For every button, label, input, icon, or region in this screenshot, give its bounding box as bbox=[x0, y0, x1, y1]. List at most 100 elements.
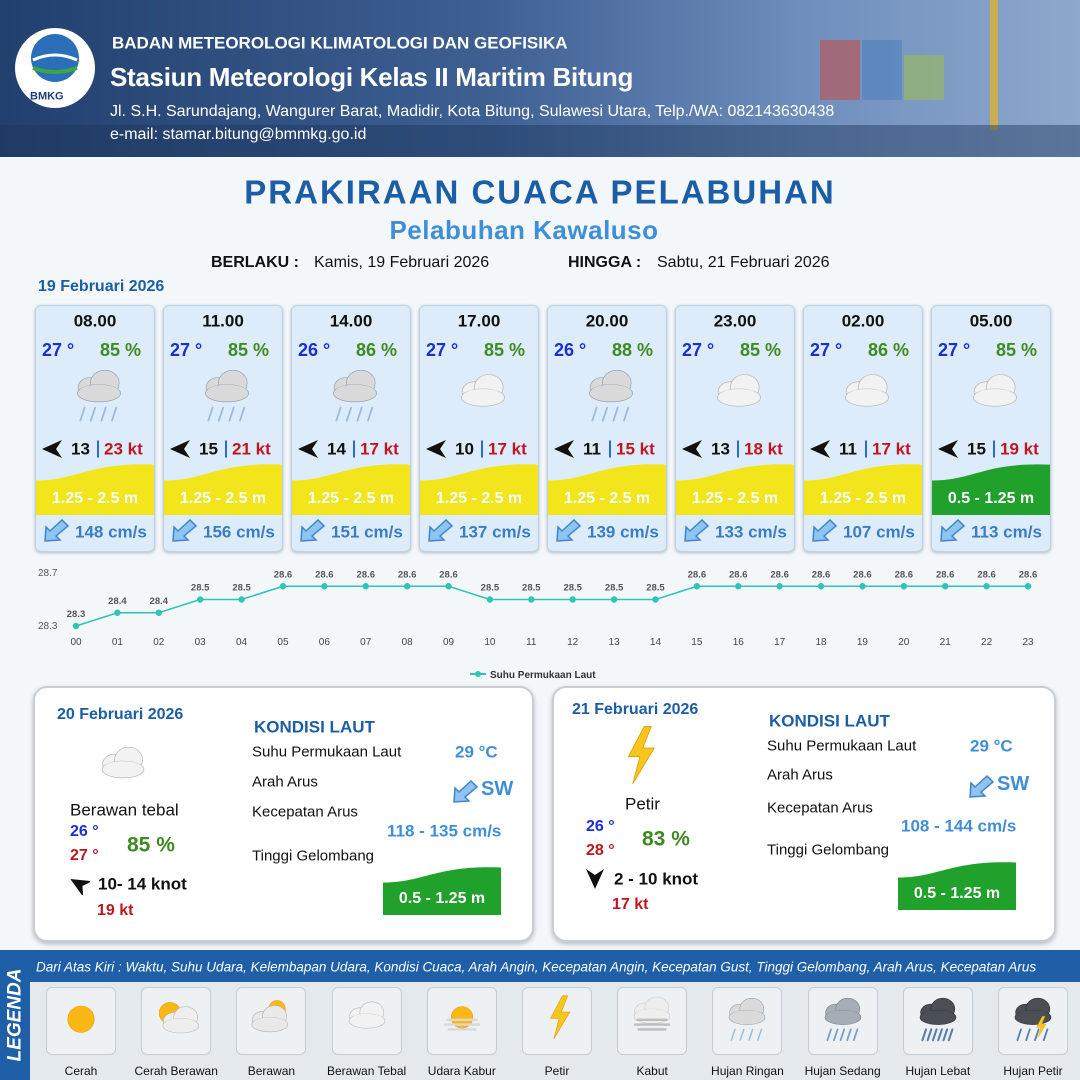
legend-item: Hujan Petir bbox=[1003, 1064, 1063, 1078]
legend-title: LEGENDA bbox=[4, 968, 26, 1062]
shape bbox=[32, 53, 78, 62]
air-temperature: 26 ° bbox=[554, 340, 587, 360]
x-tick-label: 10 bbox=[484, 637, 496, 648]
data-label: 28.4 bbox=[150, 596, 169, 607]
wind-speed: 15 bbox=[199, 439, 218, 459]
shape bbox=[461, 374, 505, 407]
legend-icon bbox=[1003, 991, 1063, 1050]
header-decoration bbox=[0, 0, 1080, 157]
shape bbox=[164, 464, 282, 515]
shape bbox=[589, 369, 633, 403]
shape bbox=[729, 997, 766, 1025]
data-point bbox=[859, 583, 866, 590]
wave-height: 1.25 - 2.5 m bbox=[435, 490, 523, 507]
data-point bbox=[362, 583, 369, 590]
shape bbox=[846, 388, 888, 404]
current-speed: 118 - 135 cm/s bbox=[387, 821, 502, 841]
shape bbox=[804, 464, 922, 515]
shape bbox=[635, 1009, 669, 1021]
shape bbox=[159, 1002, 200, 1034]
shape bbox=[590, 384, 632, 400]
gust-speed: 18 kt bbox=[737, 440, 783, 458]
legend-item: Berawan bbox=[247, 1064, 296, 1078]
shape bbox=[162, 1006, 200, 1034]
legend-icon bbox=[527, 991, 587, 1050]
data-point bbox=[735, 583, 742, 590]
shape bbox=[32, 66, 78, 74]
wave-area bbox=[383, 865, 501, 915]
wave-area bbox=[676, 462, 794, 515]
shape bbox=[426, 440, 446, 458]
data-label: 28.6 bbox=[853, 569, 872, 580]
shape bbox=[420, 464, 538, 515]
sea-label: Tinggi Gelombang bbox=[252, 847, 375, 865]
data-point bbox=[569, 596, 576, 603]
shape bbox=[757, 1028, 763, 1041]
x-tick-label: 08 bbox=[402, 637, 414, 648]
shape bbox=[845, 1028, 852, 1042]
data-label: 28.6 bbox=[812, 569, 831, 580]
shape bbox=[820, 40, 860, 100]
legend-icon bbox=[241, 991, 301, 1050]
shape bbox=[550, 995, 571, 1040]
wind-speed: 15 bbox=[967, 439, 986, 459]
shape bbox=[348, 1001, 385, 1029]
data-label: 28.4 bbox=[108, 596, 127, 607]
shape bbox=[100, 406, 107, 422]
shape bbox=[251, 1005, 289, 1033]
shape bbox=[89, 406, 97, 422]
subtitle: Pelabuhan Kawaluso bbox=[389, 215, 659, 245]
legend-item: Petir bbox=[544, 1064, 570, 1078]
shape bbox=[812, 518, 838, 542]
air-temperature: 27 ° bbox=[42, 340, 75, 360]
data-label: 28.5 bbox=[191, 583, 210, 594]
shape bbox=[969, 774, 995, 798]
humidity: 85 % bbox=[228, 340, 270, 360]
wave-area bbox=[932, 462, 1050, 515]
current-direction bbox=[938, 518, 966, 549]
y-tick-label: 28.7 bbox=[38, 568, 58, 579]
shape bbox=[556, 518, 582, 542]
air-temperature: 27 ° bbox=[810, 340, 843, 360]
data-label: 28.6 bbox=[315, 569, 334, 580]
weather-icon bbox=[88, 736, 158, 801]
shape bbox=[170, 440, 190, 458]
x-tick-label: 17 bbox=[774, 637, 786, 648]
data-label: 28.5 bbox=[522, 583, 541, 594]
current-direction-text: SW bbox=[481, 778, 514, 800]
shape bbox=[810, 440, 830, 458]
shape bbox=[298, 440, 318, 458]
current-direction bbox=[426, 518, 454, 549]
shape bbox=[172, 518, 198, 542]
shape bbox=[172, 518, 198, 542]
legend-icon bbox=[813, 991, 873, 1050]
shape bbox=[103, 761, 143, 776]
data-point bbox=[983, 583, 990, 590]
shape bbox=[938, 440, 958, 458]
legend-icon bbox=[908, 991, 968, 1050]
x-tick-label: 23 bbox=[1022, 637, 1034, 648]
wave-height: 1.25 - 2.5 m bbox=[691, 490, 779, 507]
data-point bbox=[155, 609, 162, 616]
data-point bbox=[72, 622, 80, 630]
shape bbox=[839, 1028, 845, 1042]
shape bbox=[942, 1028, 948, 1042]
data-label: 28.6 bbox=[1019, 569, 1038, 580]
legend-item: Udara Kabur bbox=[427, 1064, 496, 1078]
shape bbox=[298, 440, 318, 458]
wind-speed: 13 bbox=[711, 439, 730, 459]
shape bbox=[79, 406, 86, 422]
shape bbox=[919, 997, 957, 1042]
data-point bbox=[693, 583, 701, 590]
air-temperature: 26 ° bbox=[298, 340, 331, 360]
sea-label: Arah Arus bbox=[767, 766, 833, 784]
data-point bbox=[817, 583, 825, 590]
shape bbox=[335, 406, 342, 422]
legend-icon bbox=[717, 991, 777, 1050]
data-point bbox=[942, 583, 949, 590]
data-point bbox=[445, 583, 452, 590]
x-tick-label: 22 bbox=[981, 637, 993, 648]
wave-height: 1.25 - 2.5 m bbox=[307, 490, 395, 507]
validity-label: HINGGA : bbox=[568, 254, 642, 271]
shape bbox=[824, 997, 861, 1025]
